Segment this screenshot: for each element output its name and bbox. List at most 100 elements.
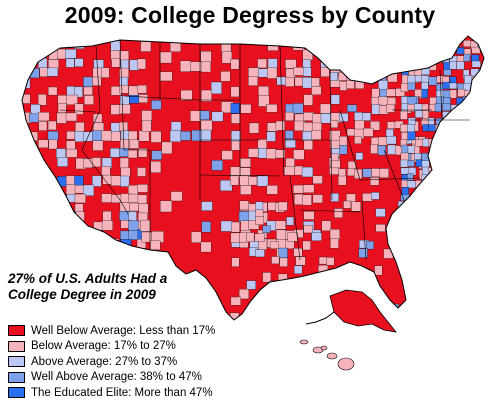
county-cell <box>399 248 408 259</box>
county-cell <box>287 329 297 338</box>
county-cell <box>267 58 278 70</box>
county-cell <box>422 110 429 120</box>
county-cell <box>407 131 416 141</box>
legend-label-educated-elite: The Educated Elite: More than 47% <box>31 386 213 399</box>
county-cell <box>302 194 312 206</box>
county-cell <box>457 188 466 196</box>
county-cell <box>150 161 162 173</box>
county-cell <box>421 174 431 183</box>
county-cell <box>363 127 374 137</box>
county-cell <box>239 175 249 186</box>
county-cell <box>421 54 430 64</box>
county-cell <box>83 238 95 250</box>
county-cell <box>75 229 85 239</box>
county-cell <box>457 180 465 187</box>
county-cell <box>220 71 231 82</box>
county-cell <box>29 68 40 79</box>
county-cell <box>358 248 368 258</box>
county-cell <box>56 230 67 241</box>
county-cell <box>111 131 121 142</box>
county-cell <box>110 104 121 115</box>
county-cell <box>210 81 222 95</box>
county-cell <box>442 89 451 98</box>
county-cell <box>239 232 248 243</box>
county-cell <box>374 265 383 276</box>
county-cell <box>477 146 484 154</box>
county-cell <box>363 49 371 59</box>
county-cell <box>65 112 77 122</box>
county-cell <box>463 131 471 140</box>
county-cell <box>435 180 443 189</box>
county-cell <box>478 153 484 161</box>
county-cell <box>74 86 83 98</box>
county-cell <box>485 48 492 54</box>
county-cell <box>449 61 457 70</box>
county-cell <box>485 125 494 133</box>
county-cell <box>169 130 182 143</box>
county-cell <box>485 189 493 197</box>
county-cell <box>464 118 473 128</box>
county-cell <box>128 193 139 203</box>
county-cell <box>371 64 381 74</box>
county-cell <box>312 40 323 51</box>
county-cell <box>434 102 442 112</box>
county-cell <box>371 192 380 200</box>
county-cell <box>303 225 313 234</box>
county-cell <box>362 112 371 121</box>
county-cell <box>330 238 339 249</box>
county-cell <box>57 238 66 248</box>
county-cell <box>339 136 348 147</box>
county-cell <box>249 122 260 134</box>
county-cell <box>38 139 49 149</box>
county-cell <box>443 47 453 56</box>
county-cell <box>22 50 31 61</box>
county-cell <box>22 220 33 233</box>
county-cell <box>477 116 484 127</box>
county-cell <box>66 148 78 158</box>
county-cell <box>339 145 348 155</box>
county-cell <box>421 187 430 197</box>
county-cell <box>456 131 466 139</box>
county-cell <box>330 94 340 105</box>
county-cell <box>48 86 58 96</box>
county-cell <box>57 157 68 167</box>
county-cell <box>346 49 356 60</box>
state-border-line <box>81 45 101 151</box>
county-cell <box>346 40 356 48</box>
county-cell <box>285 304 296 312</box>
county-cell <box>66 94 78 105</box>
county-cell <box>201 129 212 142</box>
county-cell <box>292 41 305 51</box>
county-cell <box>28 212 40 223</box>
county-cell <box>457 194 465 204</box>
county-cell <box>276 229 287 241</box>
county-cell <box>239 200 249 211</box>
county-cell <box>266 148 277 159</box>
county-cell <box>275 149 286 159</box>
county-cell <box>286 313 296 320</box>
county-cell <box>477 181 484 189</box>
county-cell <box>464 104 474 112</box>
county-cell <box>257 175 269 187</box>
county-cell <box>75 211 85 222</box>
county-cell <box>346 104 357 113</box>
county-cell <box>485 182 493 190</box>
hawaii-island <box>320 345 328 351</box>
state-border-line <box>299 209 361 213</box>
county-cell <box>92 76 102 86</box>
county-cell <box>415 187 425 197</box>
county-cell <box>199 110 210 120</box>
county-cell <box>406 180 417 189</box>
county-cell <box>160 200 173 213</box>
county-cell <box>370 144 379 154</box>
county-cell <box>318 305 328 315</box>
county-cell <box>221 51 233 64</box>
county-cell <box>400 167 410 175</box>
county-cell <box>449 173 459 183</box>
county-cell <box>83 158 93 169</box>
county-cell <box>294 77 304 87</box>
county-cell <box>486 111 494 118</box>
county-cell <box>378 136 388 146</box>
county-cell <box>240 104 252 114</box>
